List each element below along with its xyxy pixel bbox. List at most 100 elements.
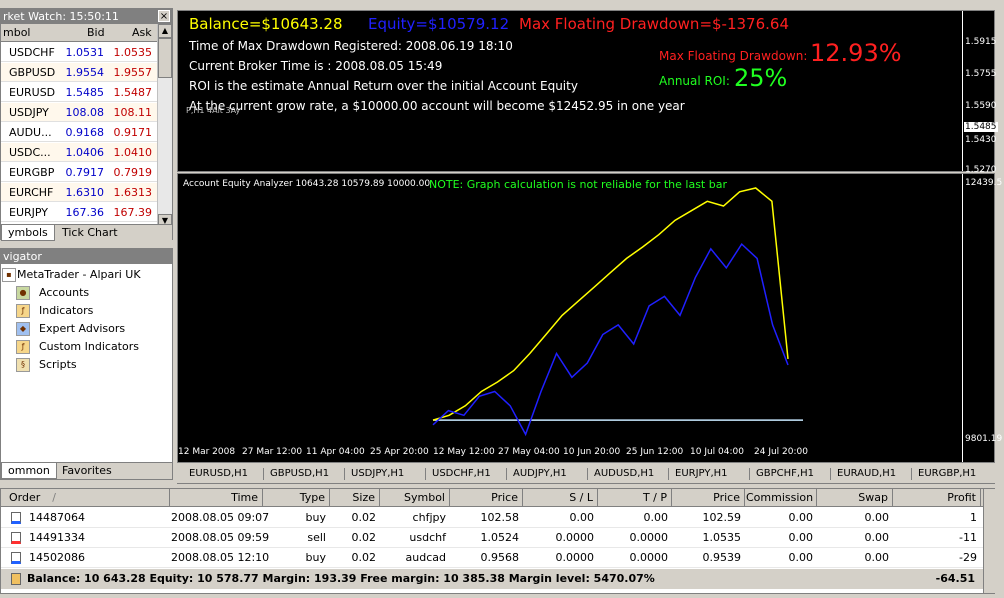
col-symbol[interactable]: mbol	[3, 26, 31, 39]
table-row[interactable]: 14502086 2008.08.05 12:10 buy 0.02 audcad 0.9…	[1, 548, 983, 568]
analyzer-note: NOTE: Graph calculation is not reliable …	[429, 178, 727, 191]
table-cell: buy	[305, 551, 326, 564]
chart-window-main[interactable]: Balance=$10643.28 Equity=$10579.12 Max F…	[177, 10, 998, 175]
chart-tab[interactable]: EURGBP,H1	[918, 468, 977, 479]
table-cell: 0.00	[643, 511, 669, 524]
price-tick: 1.5590	[965, 101, 997, 111]
row-symbol: AUDU...	[9, 126, 52, 139]
table-cell: 0.00	[788, 551, 814, 564]
market-watch-row[interactable]: EURJPY 167.36 167.39	[1, 203, 157, 222]
row-ask: 1.9557	[113, 66, 153, 79]
table-row[interactable]: 14491334 2008.08.05 09:59 sell 0.02 usdchf 1.…	[1, 528, 983, 548]
tab-tick-chart[interactable]: Tick Chart	[62, 226, 118, 239]
column-header[interactable]: T / P	[599, 489, 672, 507]
navigator-panel: vigator ▪ MetaTrader - Alpari UK ● Accou…	[0, 248, 173, 480]
col-bid[interactable]: Bid	[87, 26, 105, 39]
broker-time-text: Current Broker Time is : 2008.08.05 15:4…	[189, 59, 443, 73]
equity-analyzer-window[interactable]: Account Equity Analyzer 10643.28 10579.8…	[177, 173, 1002, 463]
column-header[interactable]: S / L	[524, 489, 598, 507]
table-cell: 0.02	[351, 551, 377, 564]
projection-text: At the current grow rate, a $10000.00 ac…	[189, 99, 685, 113]
column-header[interactable]: Commission	[746, 489, 817, 507]
row-ask: 1.5487	[113, 86, 153, 99]
tab-separator	[749, 468, 750, 480]
account-icon	[11, 573, 21, 585]
table-cell: sell	[307, 531, 326, 544]
market-watch-row[interactable]: GBPUSD 1.9554 1.9557	[1, 63, 157, 82]
column-header[interactable]: Swap	[818, 489, 893, 507]
account-summary: Balance: 10 643.28 Equity: 10 578.77 Mar…	[27, 572, 655, 585]
table-cell: 0.00	[788, 511, 814, 524]
time-tick: 24 Jul 20:00	[754, 447, 808, 457]
chart-tab[interactable]: AUDUSD,H1	[594, 468, 655, 479]
tab-separator	[425, 468, 426, 480]
chart-tab[interactable]: USDJPY,H1	[351, 468, 405, 479]
scroll-thumb[interactable]	[158, 38, 172, 78]
terminal-scrollbar[interactable]	[983, 489, 995, 593]
market-watch-row[interactable]: EURCHF 1.6310 1.6313	[1, 183, 157, 202]
chart-tab[interactable]: EURUSD,H1	[189, 468, 249, 479]
equity-chart-svg	[432, 187, 803, 437]
table-cell: 0.02	[351, 511, 377, 524]
row-bid: 0.7917	[65, 166, 105, 179]
scroll-up-icon[interactable]: ▲	[158, 24, 172, 38]
market-watch-row[interactable]: USDJPY 108.08 108.11	[1, 103, 157, 122]
table-cell: 1.0524	[480, 531, 520, 544]
buy-order-icon	[11, 552, 21, 564]
market-watch-panel: rket Watch: 15:50:11 × mbol Bid Ask USDC…	[0, 8, 173, 241]
table-cell: 2008.08.05 09:59	[171, 531, 270, 544]
tab-separator	[911, 468, 912, 480]
table-cell: -11	[959, 531, 977, 544]
column-header[interactable]: Price	[451, 489, 523, 507]
tab-favorites[interactable]: Favorites	[62, 464, 112, 477]
row-symbol: EURUSD	[9, 86, 56, 99]
market-watch-row[interactable]: AUDU... 0.9168 0.9171	[1, 123, 157, 142]
indicators-icon: ƒ	[16, 304, 30, 318]
table-cell: 0.00	[864, 531, 890, 544]
chart-tab[interactable]: USDCHF,H1	[432, 468, 491, 479]
table-row[interactable]: 14487064 2008.08.05 09:07 buy 0.02 chfjpy 102…	[1, 508, 983, 528]
chart-tab[interactable]: EURAUD,H1	[837, 468, 897, 479]
row-ask: 1.0410	[113, 146, 153, 159]
tab-symbols[interactable]: ymbols	[1, 225, 55, 241]
chart-tab[interactable]: GBPUSD,H1	[270, 468, 330, 479]
analyzer-header: Account Equity Analyzer 10643.28 10579.8…	[183, 179, 431, 189]
roi-value: 25%	[734, 64, 788, 92]
table-cell: 0.0000	[629, 551, 669, 564]
market-watch-scrollbar[interactable]: ▲ ▼	[157, 24, 172, 231]
tab-separator	[587, 468, 588, 480]
time-tick: 12 May 12:00	[433, 447, 495, 457]
row-bid: 167.36	[65, 206, 105, 219]
column-header[interactable]: Price	[673, 489, 745, 507]
column-header[interactable]: Order	[1, 489, 170, 507]
row-symbol: USDJPY	[9, 106, 49, 119]
column-header[interactable]: Type	[264, 489, 330, 507]
column-header[interactable]: Symbol	[381, 489, 450, 507]
market-watch-row[interactable]: USDC... 1.0406 1.0410	[1, 143, 157, 162]
col-ask[interactable]: Ask	[132, 26, 152, 39]
tab-common[interactable]: ommon	[1, 463, 57, 479]
navigator-tabs: ommon Favorites	[1, 462, 172, 479]
analyzer-axis-line	[962, 174, 963, 462]
column-header[interactable]: Time	[171, 489, 263, 507]
time-tick: 25 Apr 20:00	[370, 447, 429, 457]
chart-tab[interactable]: AUDJPY,H1	[513, 468, 567, 479]
market-watch-row[interactable]: EURUSD 1.5485 1.5487	[1, 83, 157, 102]
table-cell: 1.0535	[702, 531, 742, 544]
row-symbol: EURGBP	[9, 166, 55, 179]
column-header[interactable]: Size	[331, 489, 380, 507]
price-tick-current: 1.5485	[964, 122, 998, 132]
table-cell: 0.00	[569, 511, 595, 524]
column-header[interactable]: Profit	[894, 489, 981, 507]
table-cell: 0.02	[351, 531, 377, 544]
table-cell: audcad	[405, 551, 446, 564]
market-watch-row[interactable]: EURGBP 0.7917 0.7919	[1, 163, 157, 182]
close-icon[interactable]: ×	[158, 10, 170, 22]
equity-text: Equity=$10579.12	[368, 15, 510, 33]
market-watch-row[interactable]: USDCHF 1.0531 1.0535	[1, 43, 157, 62]
chart-tab[interactable]: GBPCHF,H1	[756, 468, 814, 479]
total-profit: -64.51	[935, 572, 975, 585]
row-symbol: EURJPY	[9, 206, 48, 219]
chart-tab[interactable]: EURJPY,H1	[675, 468, 728, 479]
